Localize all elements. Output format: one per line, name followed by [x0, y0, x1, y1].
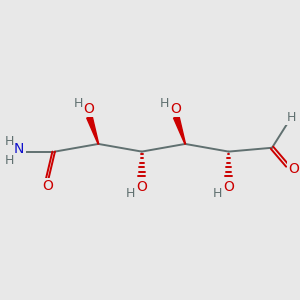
Text: H: H: [4, 135, 14, 148]
Text: O: O: [170, 102, 181, 116]
Text: N: N: [14, 142, 24, 156]
Text: O: O: [42, 179, 53, 193]
Text: H: H: [160, 97, 170, 110]
Text: H: H: [73, 97, 83, 110]
Polygon shape: [87, 116, 99, 144]
Text: H: H: [212, 187, 222, 200]
Polygon shape: [173, 116, 185, 144]
Text: H: H: [126, 187, 135, 200]
Text: H: H: [5, 154, 14, 167]
Text: O: O: [83, 102, 94, 116]
Text: O: O: [288, 163, 299, 176]
Text: O: O: [136, 180, 147, 194]
Text: H: H: [286, 111, 296, 124]
Text: O: O: [223, 180, 234, 194]
